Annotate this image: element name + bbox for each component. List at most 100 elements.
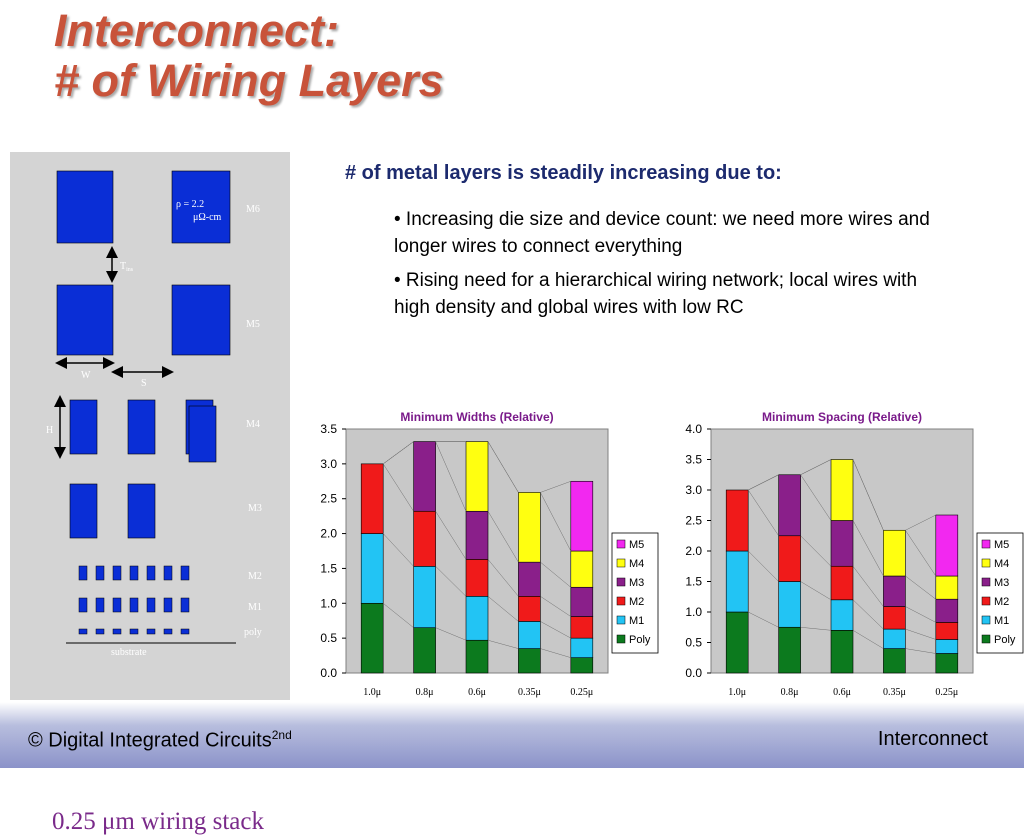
widths-bar-m3-5 (570, 586, 594, 617)
spacing-ytick-label: 3.5 (685, 453, 702, 467)
layer-label-m2: M2 (248, 571, 262, 582)
widths-bar-m1-2 (413, 566, 436, 628)
layer-label-poly: poly (244, 627, 262, 638)
spacing-xtick-label: 0.8μ (781, 687, 799, 698)
spacing-bar-m2-4 (883, 606, 906, 630)
spacing-bar-m1-1 (725, 550, 749, 613)
spacing-series-line (800, 627, 832, 631)
spacing-series-line (747, 489, 779, 536)
widths-series-line (383, 533, 414, 567)
footer-section: Interconnect (877, 728, 988, 750)
spacing-xtick-label: 0.6μ (833, 687, 851, 698)
widths-ytick-label: 3.5 (320, 422, 337, 436)
intro-text: # of metal layers is steadily increasing… (345, 162, 782, 184)
spacing-bar-m1-2 (778, 581, 801, 628)
spacing-ytick-label: 0.5 (685, 636, 702, 650)
spacing-bar-poly-3 (830, 630, 854, 674)
spacing-legend-swatch-m1 (981, 615, 991, 625)
wiring-stack-svg: ρ = 2.2 μΩ-cm M6 Tins M5 W S H M4 M3 (46, 170, 262, 658)
spacing-legend-label-m5: M5 (994, 539, 1009, 551)
min-widths-chart: Minimum Widths (Relative) 0.0 0.5 1.0 1.5 2.0… (320, 410, 659, 698)
footer-edition: 2nd (271, 728, 292, 742)
spacing-bar-m2-5 (935, 622, 959, 640)
spacing-ytick-label: 1.0 (685, 605, 702, 619)
spacing-bar-m1-4 (883, 628, 906, 649)
spacing-bar-m1-3 (830, 599, 854, 631)
widths-legend-swatch-m1 (616, 615, 626, 625)
m5-wire-left (56, 284, 114, 356)
spacing-series-line (905, 514, 936, 531)
spacing-series-line (852, 520, 884, 577)
widths-xtick-label: 0.8μ (416, 687, 434, 698)
spacing-bar-poly-1 (725, 611, 749, 674)
s-label: S (141, 378, 147, 389)
widths-ytick-label: 1.5 (320, 561, 337, 575)
spacing-series-line (905, 606, 936, 623)
spacing-series-line (800, 459, 832, 475)
widths-legend-label-poly: Poly (629, 634, 651, 646)
footer-course-title: © Digital Integrated Circuits2nd (28, 728, 292, 752)
spacing-series-line (800, 581, 832, 601)
widths-series-line (540, 481, 571, 493)
spacing-series-line (905, 530, 937, 577)
spacing-legend-label-poly: Poly (994, 634, 1016, 646)
rho-label: ρ = 2.2 (176, 199, 204, 210)
widths-bar-m4-5 (570, 550, 594, 588)
widths-ytick-label: 1.0 (320, 596, 337, 610)
widths-bar-m1-5 (570, 637, 594, 658)
spacing-bar-m2-1 (725, 489, 749, 552)
layer-label-m5: M5 (246, 319, 260, 330)
widths-legend-label-m2: M2 (629, 596, 644, 608)
spacing-series-line (852, 459, 884, 531)
widths-bar-poly-2 (413, 627, 436, 674)
m6-wire-right (171, 170, 231, 244)
spacing-bar-m4-5 (935, 575, 959, 600)
slide-title: Interconnect: # of Wiring Layers (54, 6, 444, 106)
spacing-series-line (852, 630, 884, 649)
bullet-list: • Increasing die size and device count: … (394, 206, 934, 328)
spacing-legend-swatch-m3 (981, 577, 991, 587)
spacing-bar-m5-5 (935, 514, 959, 577)
spacing-xtick-label: 0.35μ (883, 687, 906, 698)
layer-label-m3: M3 (248, 503, 262, 514)
widths-bar-poly-1 (360, 602, 384, 674)
spacing-series-line (852, 599, 884, 630)
spacing-legend-swatch-m2 (981, 596, 991, 606)
spacing-series-line (800, 474, 832, 521)
title-line-2: # of Wiring Layers (54, 55, 444, 106)
spacing-bar-poly-4 (883, 648, 906, 674)
widths-ytick-label: 2.5 (320, 492, 337, 506)
spacing-bar-m3-2 (778, 474, 801, 537)
spacing-bar-poly-5 (935, 653, 959, 674)
spacing-legend-label-m1: M1 (994, 615, 1009, 627)
spacing-series-line (905, 648, 936, 654)
spacing-legend-swatch-m5 (981, 539, 991, 549)
widths-bar-m2-4 (518, 596, 541, 622)
widths-series-line (487, 639, 519, 649)
widths-series-line (487, 441, 519, 493)
widths-series-line (487, 559, 519, 597)
spacing-bar-m4-4 (883, 529, 906, 577)
widths-bar-m3-2 (413, 441, 436, 512)
widths-legend-label-m5: M5 (629, 539, 644, 551)
spacing-legend (976, 532, 1024, 654)
spacing-series-line (748, 550, 779, 582)
spacing-legend-label-m4: M4 (994, 558, 1009, 570)
widths-series-line (540, 492, 572, 552)
spacing-series-line (852, 566, 884, 607)
spacing-legend-label-m3: M3 (994, 577, 1009, 589)
widths-series-line (435, 627, 467, 641)
widths-bar-m1-3 (465, 596, 489, 641)
widths-series-line (540, 621, 571, 639)
widths-ytick-label: 0.0 (320, 666, 337, 680)
spacing-xtick-label: 1.0μ (728, 687, 746, 698)
m5-wire-right (171, 284, 231, 356)
widths-series-line (540, 561, 571, 588)
spacing-legend-swatch-poly (981, 634, 991, 644)
widths-bar-m3-3 (465, 510, 489, 560)
spacing-bar-poly-2 (778, 626, 801, 674)
bullet-hierarchical-wiring: • Rising need for a hierarchical wiring … (394, 270, 918, 318)
spacing-ytick-label: 4.0 (685, 422, 702, 436)
layer-label-m4: M4 (246, 419, 260, 430)
widths-bar-m2-2 (413, 510, 436, 567)
